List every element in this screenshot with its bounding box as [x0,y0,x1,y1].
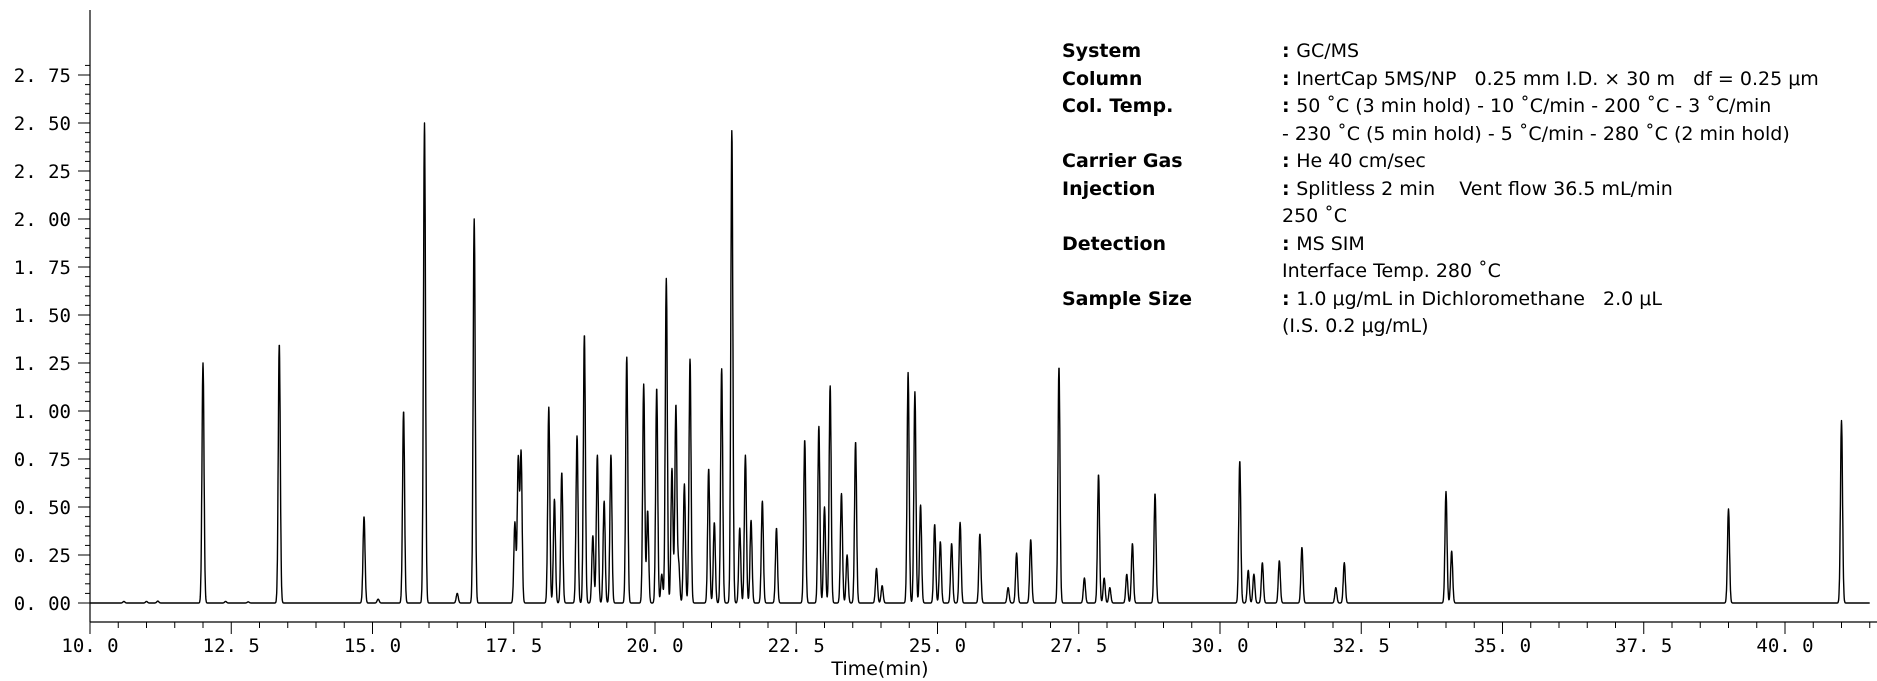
condition-value: He 40 cm/sec [1296,150,1426,172]
x-axis-title: Time(min) [830,658,928,680]
x-tick-label: 35. 0 [1474,635,1531,657]
y-tick-label: 0. 00 [14,593,71,615]
condition-value-continued: Interface Temp. 280 ˚C [1282,260,1501,282]
condition-label: Column [1062,67,1143,90]
x-tick-label: 17. 5 [485,635,542,657]
x-tick-label: 20. 0 [626,635,683,657]
condition-label: System [1062,40,1142,62]
y-tick-label: 2. 50 [14,113,71,135]
condition-value-continued: - 230 ˚C (5 min hold) - 5 ˚C/min - 280 ˚… [1282,122,1790,145]
condition-row: Column: InertCap 5MS/NP 0.25 mm I.D. × 3… [1062,66,1877,94]
y-tick-label: 0. 50 [14,497,71,519]
x-tick-label: 30. 0 [1191,635,1248,657]
chromatogram-trace [89,122,1871,604]
x-tick-label: 40. 0 [1756,635,1813,657]
condition-value: 1.0 μg/mL in Dichloromethane 2.0 μL [1296,287,1662,310]
condition-label: Sample Size [1062,287,1193,310]
x-tick-label: 22. 5 [768,635,825,657]
condition-label: Carrier Gas [1062,150,1183,172]
condition-row: Carrier Gas: He 40 cm/sec [1062,148,1877,176]
condition-label: Col. Temp. [1062,95,1174,117]
y-tick-label: 0. 75 [14,449,71,471]
y-tick-label: 1. 25 [14,353,71,375]
x-tick-label: 27. 5 [1050,635,1107,657]
condition-label: Detection [1062,232,1167,255]
condition-value: Splitless 2 min Vent flow 36.5 mL/min [1296,177,1673,200]
y-tick-label: 2. 00 [14,209,71,231]
x-tick-label: 37. 5 [1615,635,1672,657]
condition-value: MS SIM [1296,232,1365,255]
condition-row: System: GC/MS [1062,38,1877,66]
x-tick-label: 15. 0 [344,635,401,657]
y-tick-label: 1. 50 [14,305,71,327]
condition-row: Sample Size: 1.0 μg/mL in Dichloromethan… [1062,286,1877,314]
analysis-conditions: System: GC/MS Column: InertCap 5MS/NP 0.2… [1062,38,1877,348]
condition-row: Injection: Splitless 2 min Vent flow 36.… [1062,176,1877,204]
chart-axes: 0. 00 0. 25 0. 50 0. 75 1. 00 1. 25 1. 50 1. 75… [14,10,1877,657]
condition-label: Injection [1062,177,1156,200]
condition-value: 50 ˚C (3 min hold) - 10 ˚C/min - 200 ˚C … [1296,95,1772,117]
x-tick-label: 12. 5 [203,635,260,657]
condition-value: InertCap 5MS/NP 0.25 mm I.D. × 30 m df =… [1296,67,1819,90]
condition-value: GC/MS [1296,40,1360,62]
condition-value-continued: (I.S. 0.2 μg/mL) [1282,315,1429,337]
x-tick-label: 25. 0 [909,635,966,657]
condition-row: Col. Temp.: 50 ˚C (3 min hold) - 10 ˚C/m… [1062,93,1877,121]
condition-value-continued: 250 ˚C [1282,205,1348,227]
x-tick-label: 10. 0 [61,635,118,657]
condition-row: Detection: MS SIM [1062,231,1877,259]
y-tick-label: 1. 00 [14,401,71,423]
y-tick-label: 1. 75 [14,257,71,279]
y-tick-label: 0. 25 [14,545,71,567]
x-tick-label: 32. 5 [1333,635,1390,657]
y-tick-label: 2. 25 [14,161,71,183]
y-tick-label: 2. 75 [14,65,71,87]
